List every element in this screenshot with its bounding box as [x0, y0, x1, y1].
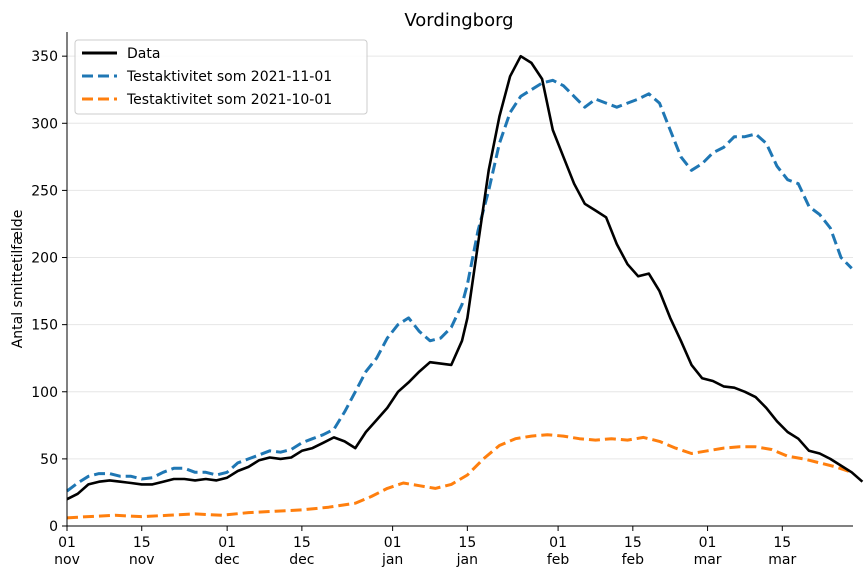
legend-box	[74, 39, 368, 115]
y-tick-label: 300	[31, 116, 58, 132]
x-tick-month: jan	[456, 552, 478, 568]
x-tick-month: nov	[129, 552, 155, 568]
y-tick-label: 350	[31, 49, 58, 65]
x-tick-day: 15	[458, 535, 476, 551]
x-tick-month: mar	[694, 552, 722, 568]
series-line-1	[66, 78, 853, 493]
x-tick-day: 15	[624, 535, 642, 551]
y-tick-label: 50	[40, 452, 58, 468]
x-axis-ticks: 01nov15nov01dec15dec01jan15jan01feb15feb…	[54, 526, 797, 568]
x-tick-day: 15	[293, 535, 311, 551]
y-tick-label: 200	[31, 251, 58, 267]
x-tick-day: 01	[58, 535, 76, 551]
x-tick-day: 01	[699, 535, 717, 551]
x-tick-month: mar	[768, 552, 796, 568]
series-line-0	[66, 54, 864, 501]
x-tick-day: 01	[384, 535, 402, 551]
legend-label: Data	[127, 46, 160, 62]
legend-label: Testaktivitet som 2021-10-01	[126, 92, 332, 108]
x-tick-day: 15	[773, 535, 791, 551]
y-tick-label: 0	[49, 519, 58, 535]
y-axis-ticks: 0 50 100 150 200 250 300 350	[31, 49, 67, 535]
x-tick-month: feb	[622, 552, 645, 568]
x-tick-month: jan	[381, 552, 403, 568]
series-line-2	[66, 433, 853, 520]
x-tick-day: 15	[133, 535, 151, 551]
x-tick-month: dec	[289, 552, 314, 568]
chart-title: Vordingborg	[404, 10, 513, 31]
axes	[66, 32, 853, 527]
y-tick-label: 250	[31, 183, 58, 199]
y-axis-label: Antal smittetilfælde	[10, 210, 26, 349]
legend-label: Testaktivitet som 2021-11-01	[126, 69, 332, 85]
series-layer	[66, 54, 864, 520]
x-tick-month: dec	[215, 552, 240, 568]
legend: Data Testaktivitet som 2021-11-01 Testakti…	[74, 39, 368, 115]
x-tick-day: 01	[549, 535, 567, 551]
x-tick-month: nov	[54, 552, 80, 568]
x-tick-day: 01	[218, 535, 236, 551]
y-tick-label: 150	[31, 318, 58, 334]
y-tick-label: 100	[31, 385, 58, 401]
x-tick-month: feb	[547, 552, 570, 568]
grid-lines	[67, 55, 853, 460]
